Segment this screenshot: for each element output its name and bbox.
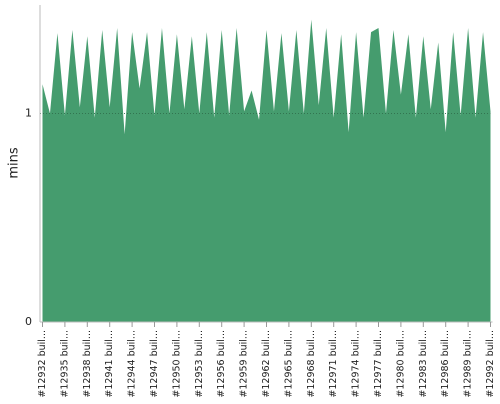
x-tick-label: #12989 buil... [463,330,474,398]
x-tick-label: #12977 buil... [373,330,384,398]
x-tick-label: #12965 buil... [283,330,294,398]
x-tick-label: #12932 buil... [37,330,48,398]
x-tick-label: #12971 buil... [328,330,339,398]
x-tick-label: #12980 buil... [395,330,406,398]
y-axis-label: mins [7,147,22,179]
x-tick-label: #12935 buil... [59,330,70,398]
x-tick-label: #12941 buil... [104,330,115,398]
x-tick-label: #12938 buil... [82,330,93,398]
y-tick-label: 1 [25,106,32,119]
x-tick-label: #12968 buil... [306,330,317,398]
x-tick-label: #12947 buil... [149,330,160,398]
x-tick-label: #12956 buil... [216,330,227,398]
x-tick-label: #12959 buil... [239,330,250,398]
x-tick-label: #12974 buil... [351,330,362,398]
x-tick-label: #12953 buil... [194,330,205,398]
x-tick-label: #12986 buil... [440,330,451,398]
x-tick-label: #12983 buil... [418,330,429,398]
x-tick-label: #12962 buil... [261,330,272,398]
x-tick-label: #12992 buil... [485,330,496,398]
x-tick-label: #12944 buil... [127,330,138,398]
x-tick-label: #12950 buil... [171,330,182,398]
area [42,19,491,322]
y-tick-label: 0 [25,315,32,328]
